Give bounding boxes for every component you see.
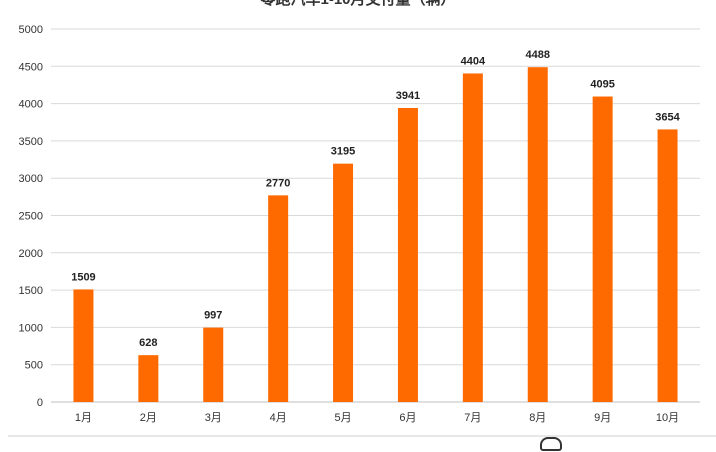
- bars: [73, 67, 678, 403]
- x-tick-label: 4月: [270, 412, 287, 424]
- y-tick-label: 5000: [19, 24, 43, 36]
- brand-logo: [540, 436, 562, 452]
- y-tick-label: 1500: [19, 285, 43, 297]
- bar: [592, 96, 613, 402]
- x-tick-label: 8月: [529, 412, 546, 424]
- data-label: 4095: [590, 79, 614, 91]
- car-logo-icon: [540, 437, 562, 451]
- bar: [397, 108, 418, 402]
- data-label: 628: [139, 337, 157, 349]
- bar: [203, 327, 224, 402]
- bar: [527, 67, 548, 403]
- y-tick-label: 500: [25, 360, 43, 372]
- x-tick-label: 10月: [656, 412, 679, 424]
- y-tick-label: 2000: [19, 248, 43, 260]
- data-label: 3195: [331, 146, 355, 158]
- y-tick-label: 2500: [19, 211, 43, 223]
- y-tick-label: 4000: [19, 99, 43, 111]
- data-label: 1509: [71, 271, 95, 283]
- y-tick-label: 3000: [19, 173, 43, 185]
- bar: [138, 355, 159, 402]
- data-label: 4488: [526, 49, 550, 61]
- bar: [462, 73, 483, 402]
- bar: [73, 289, 94, 402]
- y-tick-label: 3500: [19, 136, 43, 148]
- bar: [333, 163, 354, 402]
- data-label: 4404: [461, 55, 486, 67]
- y-tick-label: 1000: [19, 322, 43, 334]
- x-tick-label: 5月: [334, 412, 351, 424]
- x-axis-ticks: 1月 2月 3月 4月 5月 6月 7月 8月 9月 10月: [75, 412, 679, 424]
- x-tick-label: 7月: [464, 412, 481, 424]
- y-tick-label: 4500: [19, 61, 43, 73]
- y-axis-ticks: 0 500 1000 1500 2000 2500 3000 3500 4000 4500 5000: [19, 24, 43, 409]
- bar: [657, 129, 678, 402]
- gridlines: [51, 28, 700, 403]
- x-tick-label: 1月: [75, 412, 92, 424]
- chart-title: 零跑汽车1-10月交付量（辆）: [259, 0, 455, 8]
- data-label: 2770: [266, 177, 290, 189]
- x-tick-label: 3月: [205, 412, 222, 424]
- data-labels: 1509 628 997 2770 3195 3941 4404 4488 4095 3654: [71, 49, 680, 349]
- x-tick-label: 9月: [594, 412, 611, 424]
- data-label: 997: [204, 310, 222, 322]
- data-label: 3654: [655, 111, 680, 123]
- data-label: 3941: [396, 90, 420, 102]
- x-tick-label: 2月: [140, 412, 157, 424]
- x-tick-label: 6月: [399, 412, 416, 424]
- y-tick-label: 0: [37, 397, 43, 409]
- bar: [268, 195, 289, 402]
